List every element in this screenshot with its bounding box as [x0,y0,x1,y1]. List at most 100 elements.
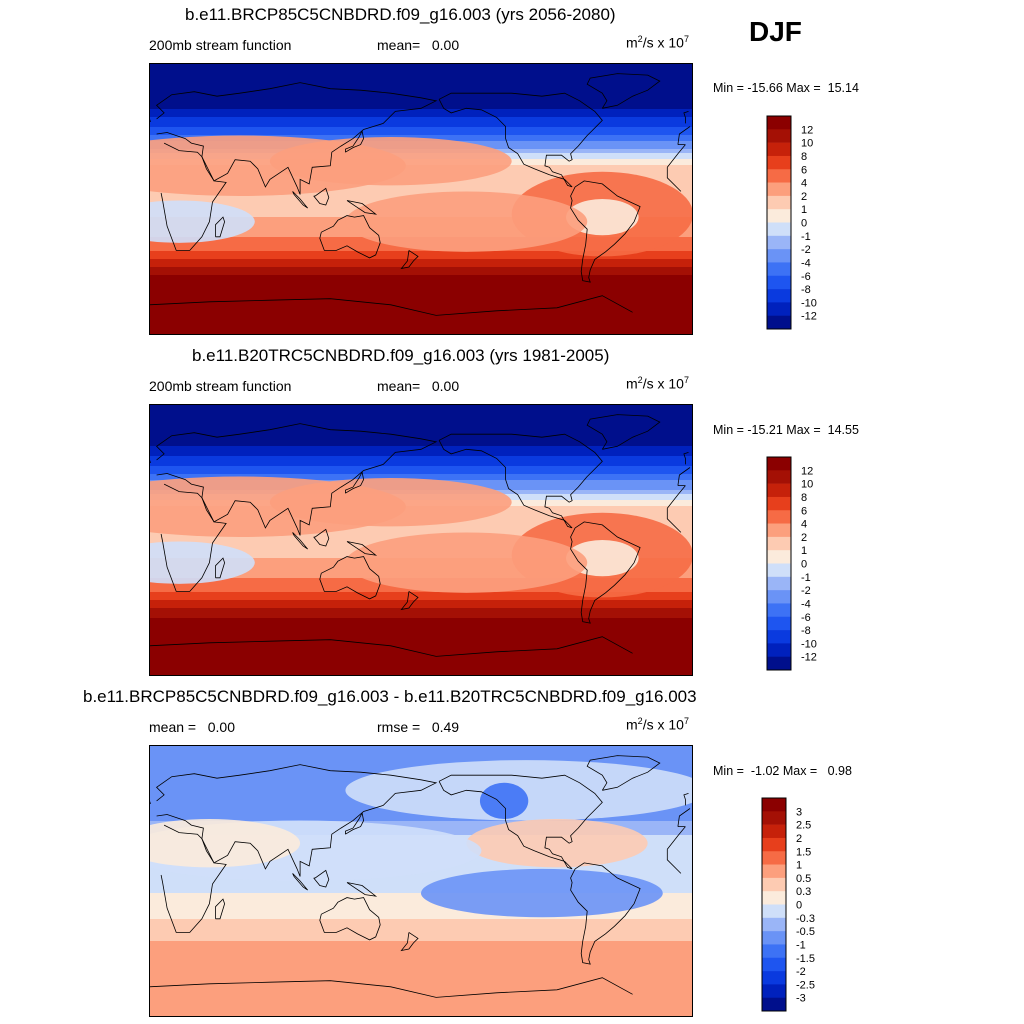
map-feature [269,137,512,186]
map-band [149,1005,693,1008]
coastline [313,187,330,206]
panel1-map [149,63,693,335]
colorbar-box [767,496,791,511]
map-band [149,614,693,617]
colorbar-box [767,289,791,303]
colorbar-box [767,315,791,330]
map-band [149,632,693,635]
colorbar-box [767,182,791,197]
colorbar-box [767,576,791,591]
map-band [149,937,693,940]
map-band [149,474,693,477]
colorbar-box [767,249,791,263]
map-band [149,406,693,409]
map-band [149,476,693,479]
map-band [149,825,693,828]
map-band [149,63,693,66]
map-band [149,69,693,72]
map-band [149,530,693,533]
map-band [149,249,693,252]
coastline [438,433,603,529]
map-band [149,596,693,599]
map-band [149,313,693,316]
map-band [149,97,693,100]
coastline [149,977,633,998]
map-band [149,251,693,254]
panel3-mean-label: mean = 0.00 [149,719,236,735]
map-band [149,428,693,431]
map-band [149,269,693,272]
map-band [149,414,693,417]
map-band [149,1007,693,1010]
coastline [438,774,603,870]
map-band [149,133,693,136]
map-band [149,953,693,956]
colorbar-tick-label: 0 [801,218,807,230]
colorbar-box [767,129,791,143]
colorbar-box [767,457,791,471]
map-band [149,987,693,990]
colorbar-box [767,536,791,551]
map-border [149,404,693,676]
colorbar-tick-label: -6 [801,271,811,283]
map-band [149,440,693,443]
map-band [149,889,693,892]
colorbar-tick-label: 8 [801,151,807,163]
map-band [149,973,693,976]
colorbar-box [762,917,786,932]
map-band [149,891,693,894]
map-band [149,656,693,659]
colorbar-box [767,616,791,631]
map-band [149,293,693,296]
map-band [149,283,693,286]
coastline [346,882,378,897]
map-band [149,103,693,106]
map-band [149,277,693,280]
map-band [149,87,693,90]
map-band [149,454,693,457]
map-band [149,989,693,992]
colorbar-tick-label: -8 [801,284,811,296]
coastline [292,873,309,891]
colorbar-box [767,603,791,618]
map-band [149,432,693,435]
map-band [149,309,693,312]
map-band [149,660,693,663]
colorbar-box [762,824,786,839]
map-band [149,628,693,631]
map-band [149,95,693,98]
map-band [149,823,693,826]
colorbar-box [762,851,786,865]
map-feature [466,819,648,868]
colorbar-tick-label: -10 [801,638,817,650]
coastline [345,811,365,835]
map-band [149,289,693,292]
map-band [149,85,693,88]
map-band [149,261,693,264]
panel2-title: b.e11.B20TRC5CNBDRD.f09_g16.003 (yrs 198… [192,346,610,365]
map-band [149,470,693,473]
map-band [149,590,693,593]
colorbar-tick-label: -2 [801,244,811,256]
panel2-map [149,404,693,676]
colorbar-box [767,142,791,157]
map-band [149,1009,693,1012]
coastline [215,216,226,238]
map-band [149,75,693,78]
map-band [149,592,693,595]
coastline [149,636,633,657]
coastline [586,414,661,450]
panel1-units-label: m2/s x 107 [626,34,689,51]
map-band [149,117,693,120]
map-feature [149,200,255,243]
map-band [149,757,693,760]
map-band [149,257,693,260]
map-band [149,89,693,92]
map-band [149,67,693,70]
map-band [149,961,693,964]
map-band [149,951,693,954]
colorbar-tick-label: -12 [801,652,817,664]
map-band [149,666,693,669]
map-band [149,995,693,998]
colorbar-frame [761,797,787,1012]
